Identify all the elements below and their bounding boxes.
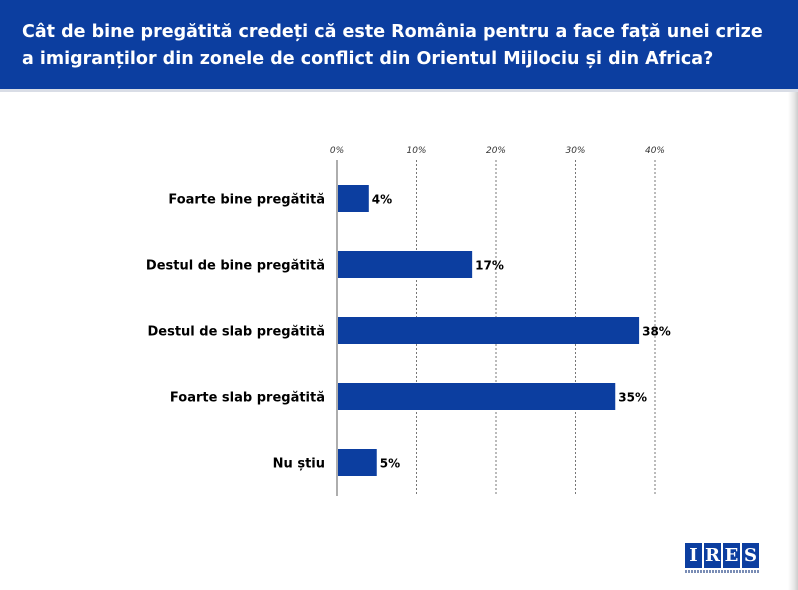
x-tick-label: 10% bbox=[406, 146, 426, 156]
data-label: 35% bbox=[618, 391, 647, 405]
bar bbox=[338, 185, 369, 212]
bar bbox=[338, 251, 473, 278]
slide-edge-shadow bbox=[788, 92, 798, 590]
category-label: Foarte bine pregătită bbox=[168, 193, 325, 208]
chart-question-title: Cât de bine pregătită credeți că este Ro… bbox=[22, 22, 763, 69]
category-label: Destul de slab pregătită bbox=[147, 325, 325, 340]
bar bbox=[338, 449, 377, 476]
x-tick-label: 20% bbox=[486, 146, 506, 156]
category-label: Destul de bine pregătită bbox=[146, 259, 325, 274]
banner-divider bbox=[0, 89, 798, 92]
bar bbox=[338, 317, 640, 344]
logo-letter: E bbox=[723, 543, 740, 568]
data-label: 17% bbox=[475, 259, 504, 273]
title-banner: Cât de bine pregătită credeți că este Ro… bbox=[0, 0, 798, 89]
logo-letter: S bbox=[742, 543, 759, 568]
x-tick-label: 30% bbox=[565, 146, 585, 156]
category-label: Foarte slab pregătită bbox=[170, 391, 325, 406]
x-tick-label: 0% bbox=[330, 146, 344, 156]
x-tick-label: 40% bbox=[645, 146, 665, 156]
logo-letter: R bbox=[704, 543, 721, 568]
bar bbox=[338, 383, 616, 410]
logo-letter: I bbox=[685, 543, 702, 568]
data-label: 5% bbox=[380, 457, 400, 471]
data-label: 4% bbox=[372, 193, 392, 207]
logo-tagline bbox=[685, 570, 759, 573]
category-label: Nu știu bbox=[273, 457, 325, 472]
data-label: 38% bbox=[642, 325, 671, 339]
